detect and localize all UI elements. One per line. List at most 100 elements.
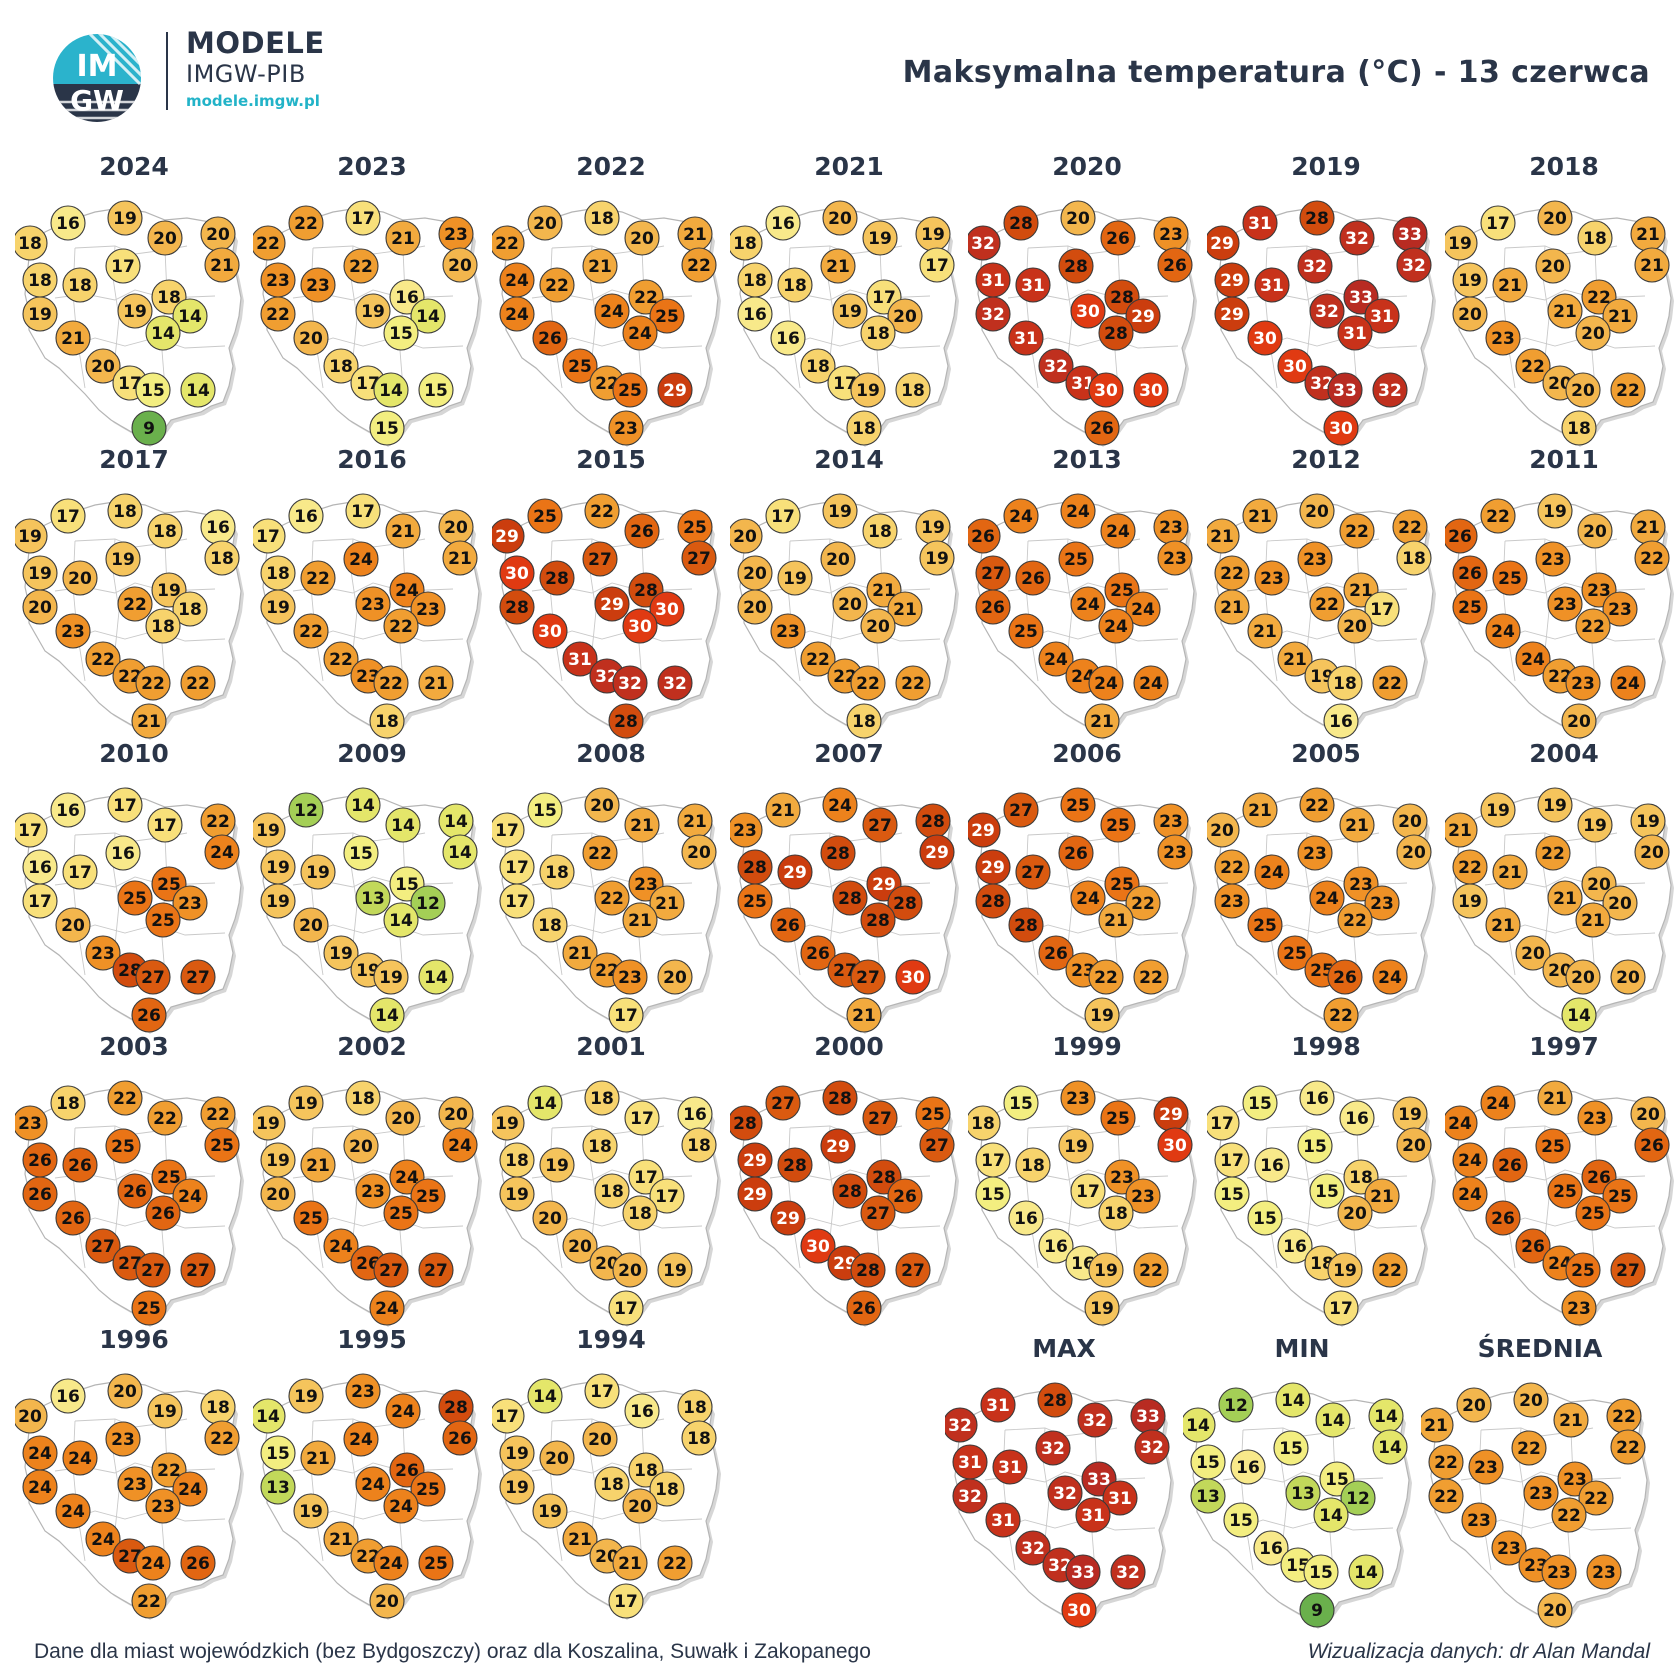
city-temperature: 24 <box>379 1554 403 1574</box>
city-marker: 28 <box>860 902 896 938</box>
city-temperature: 32 <box>1345 229 1369 249</box>
city-temperature: 27 <box>91 1237 115 1257</box>
city-circle <box>612 665 648 701</box>
city-temperature: 24 <box>505 271 529 291</box>
city-circle <box>846 703 882 739</box>
city-marker: 25 <box>1100 807 1136 843</box>
city-temperature: 21 <box>630 816 654 836</box>
city-temperature: 24 <box>28 1478 52 1498</box>
city-circle <box>204 540 240 576</box>
city-circle <box>1247 320 1283 356</box>
city-circle <box>1485 1200 1521 1236</box>
city-circle <box>1309 293 1345 329</box>
city-marker: 22 <box>383 608 419 644</box>
city-circle <box>539 1147 575 1183</box>
city-marker: 28 <box>915 803 951 839</box>
city-marker: 23 <box>410 591 446 627</box>
city-temperature: 28 <box>1009 214 1033 234</box>
city-marker: 28 <box>539 560 575 596</box>
city-temperature: 22 <box>590 502 614 522</box>
city-circle <box>1098 1195 1134 1231</box>
city-marker: 24 <box>1133 665 1169 701</box>
city-marker: 31 <box>1364 298 1400 334</box>
panel-label: 1998 <box>1291 1032 1361 1061</box>
city-marker: 20 <box>612 1252 648 1288</box>
city-temperature: 23 <box>733 821 757 841</box>
city-marker: 23 <box>612 959 648 995</box>
city-circle <box>1547 880 1583 916</box>
city-marker: 22 <box>1125 885 1161 921</box>
city-circle <box>343 1128 379 1164</box>
city-circle <box>608 997 644 1033</box>
city-marker: 15 <box>135 372 171 408</box>
city-temperature: 26 <box>1333 968 1357 988</box>
city-temperature: 16 <box>1236 1458 1260 1478</box>
city-temperature: 17 <box>1220 1151 1244 1171</box>
city-temperature: 18 <box>151 617 175 637</box>
city-circle <box>608 1583 644 1619</box>
city-circle <box>147 513 183 549</box>
city-marker: 32 <box>945 1407 978 1443</box>
city-marker: 23 <box>55 613 91 649</box>
city-temperature: 20 <box>448 256 472 276</box>
city-temperature: 23 <box>1260 569 1284 589</box>
map-panel-2011: 2011 22 19 20 21 26 22 26 25 23 23 25 23 23 24 22 24 22 23… <box>1445 445 1680 743</box>
city-temperature: 17 <box>68 863 92 883</box>
city-temperature: 29 <box>495 527 519 547</box>
city-temperature: 19 <box>157 581 181 601</box>
city-temperature: 19 <box>1333 1261 1357 1281</box>
city-temperature: 20 <box>153 229 177 249</box>
city-marker: 20 <box>1337 608 1373 644</box>
city-circle <box>1551 1497 1587 1533</box>
city-circle <box>145 608 181 644</box>
city-circle <box>15 518 48 554</box>
city-marker: 23 <box>1535 541 1571 577</box>
city-temperature: 19 <box>294 1094 318 1114</box>
city-temperature: 21 <box>1581 911 1605 931</box>
city-circle <box>539 1440 575 1476</box>
city-marker: 29 <box>968 812 1001 848</box>
city-temperature: 14 <box>351 796 375 816</box>
city-temperature: 17 <box>1210 1114 1234 1134</box>
city-marker: 30 <box>1323 410 1359 446</box>
city-circle <box>117 880 153 916</box>
city-circle <box>1323 410 1359 446</box>
city-temperature: 28 <box>1043 1391 1067 1411</box>
city-circle <box>539 854 575 890</box>
city-marker: 26 <box>1445 518 1478 554</box>
city-temperature: 19 <box>495 1114 519 1134</box>
city-circle <box>323 1228 359 1264</box>
city-temperature: 22 <box>349 257 373 277</box>
city-circle <box>657 372 693 408</box>
city-temperature: 18 <box>866 324 890 344</box>
city-marker: 21 <box>1242 498 1278 534</box>
city-marker: 24 <box>1452 1176 1488 1212</box>
panel-label: 1996 <box>99 1325 169 1354</box>
city-marker: 18 <box>15 225 48 261</box>
city-circle <box>117 1466 153 1502</box>
city-temperature: 14 <box>1186 1416 1210 1436</box>
city-marker: 30 <box>1061 1592 1097 1628</box>
city-temperature: 24 <box>178 1187 202 1207</box>
city-marker: 28 <box>1058 248 1094 284</box>
city-circle <box>1214 296 1250 332</box>
city-marker: 18 <box>677 1389 713 1425</box>
city-marker: 29 <box>777 854 813 890</box>
city-circle <box>345 1080 381 1116</box>
city-temperature: 20 <box>893 307 917 327</box>
city-circle <box>204 834 240 870</box>
city-marker: 22 <box>117 586 153 622</box>
city-circle <box>1230 1449 1266 1485</box>
city-circle <box>442 1127 478 1163</box>
city-marker: 20 <box>438 509 474 545</box>
city-circle <box>1313 1497 1349 1533</box>
city-circle <box>1065 1554 1101 1590</box>
city-marker: 30 <box>1070 293 1106 329</box>
city-circle <box>1364 1178 1400 1214</box>
city-circle <box>107 1373 143 1409</box>
city-marker: 18 <box>172 591 208 627</box>
